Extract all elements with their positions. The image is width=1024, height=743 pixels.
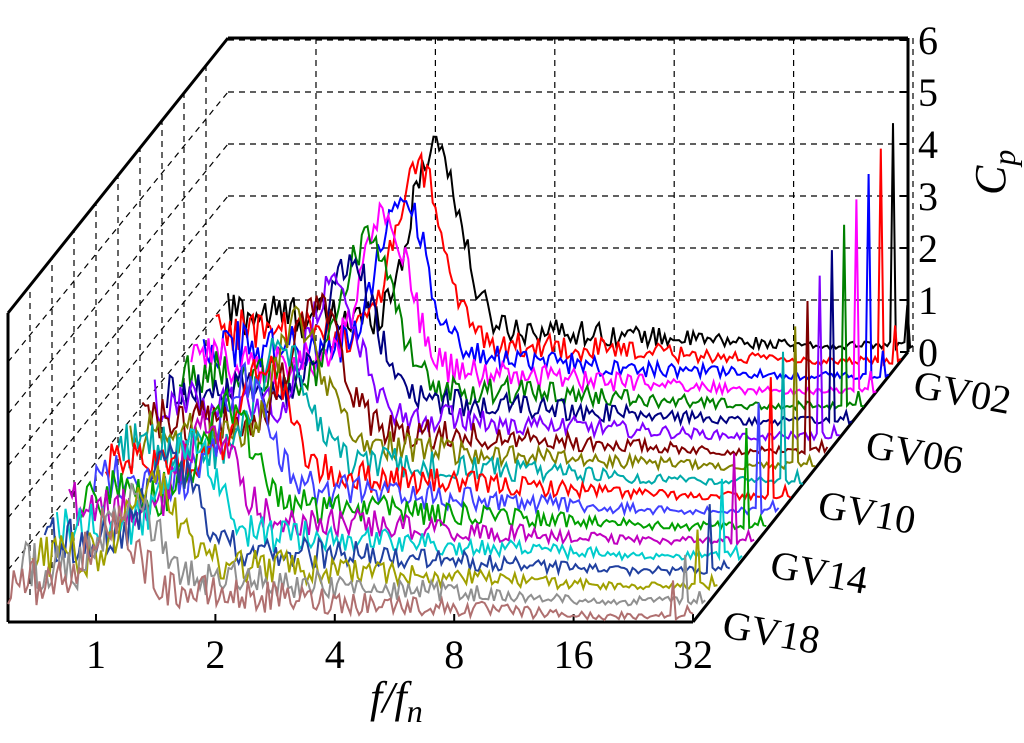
- series-line-gv13: [80, 387, 767, 533]
- x-axis-label: f/fn: [370, 673, 423, 729]
- y-axis-label: Cp: [966, 150, 1022, 195]
- depth-label-gv14: GV14: [767, 542, 871, 603]
- x-tick-label: 1: [86, 632, 106, 677]
- axis-edge: [691, 351, 910, 623]
- gridline-left-d: [7, 195, 229, 467]
- x-axis-label-main: f/f: [370, 673, 412, 722]
- y-tick-label: 1: [918, 278, 938, 323]
- axis-edge: [6, 37, 230, 314]
- gridline-left-d: [7, 299, 229, 571]
- y-tick-label: 6: [918, 18, 938, 63]
- depth-label-gv10: GV10: [815, 482, 919, 543]
- axes-frame: [6, 36, 910, 624]
- series-lines: [7, 123, 914, 622]
- y-tick-label: 0: [918, 330, 938, 375]
- depth-label-gv18: GV18: [719, 602, 823, 663]
- x-tick-label: 4: [325, 632, 345, 677]
- series-line-gv17: [31, 465, 718, 592]
- y-axis-label-sub: p: [986, 150, 1022, 168]
- series-line-gv15: [55, 428, 743, 562]
- series-line-gv16: [43, 441, 731, 578]
- series-line-gv18: [19, 482, 706, 607]
- series-line-gv14: [68, 410, 755, 548]
- y-tick-label: 2: [918, 226, 938, 271]
- x-tick-label: 2: [205, 632, 225, 677]
- y-tick-label: 5: [918, 70, 938, 115]
- x-tick-label: 16: [554, 632, 594, 677]
- x-tick-label: 8: [444, 632, 464, 677]
- depth-label-gv06: GV06: [863, 422, 967, 483]
- depth-label-gv02: GV02: [910, 362, 1014, 423]
- gridline-left-d: [7, 247, 229, 519]
- x-tick-label: 32: [673, 632, 713, 677]
- y-axis-label-main: C: [966, 165, 1015, 195]
- gridline-left-d: [7, 143, 229, 415]
- series-line-gv06: [165, 250, 853, 427]
- tick-labels: 1 2 4 8 16 32 0 1 2 3 4 5 6: [86, 18, 938, 677]
- series-line-gv19: [7, 505, 694, 622]
- grid: [7, 38, 914, 595]
- gridline-left-d: [7, 91, 229, 363]
- y-tick-label: 3: [918, 174, 938, 219]
- x-axis-label-sub: n: [407, 693, 423, 729]
- y-tick-label: 4: [918, 122, 938, 167]
- series-line-gv12: [92, 361, 780, 517]
